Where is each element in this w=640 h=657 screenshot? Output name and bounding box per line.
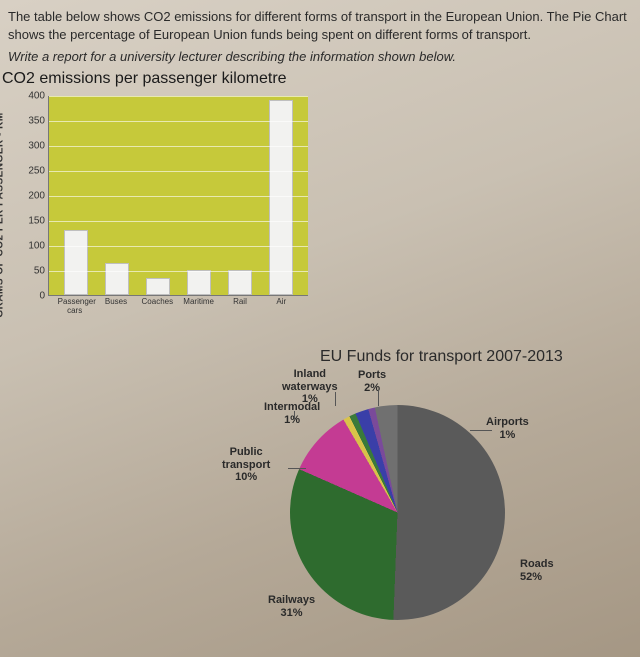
pie-slice-pct: 1% [486, 429, 529, 442]
pie-label: Airports1% [486, 416, 529, 441]
pie-chart [290, 405, 505, 620]
pie-slice-label: Airports [486, 416, 529, 429]
bar-chart-title: CO2 emissions per passenger kilometre [0, 70, 640, 90]
grid-line [49, 246, 308, 247]
bar-plot-area: 050100150200250300350400 [48, 96, 308, 296]
pie-slice-pct: 1% [264, 414, 320, 427]
grid-line [49, 171, 308, 172]
y-tick: 400 [28, 91, 49, 102]
y-tick: 50 [34, 266, 49, 277]
pie-disc [290, 405, 505, 620]
bar-chart: GRAMS OF CO2 PER PASSENGER - KM 05010015… [4, 90, 324, 340]
bar [105, 263, 129, 296]
task-prompt: Write a report for a university lecturer… [0, 45, 640, 70]
pie-slice-label: Inlandwaterways [282, 368, 338, 393]
x-label: Maritime [182, 298, 216, 316]
leader-line [470, 430, 492, 431]
grid-line [49, 146, 308, 147]
intro-text: The table below shows CO2 emissions for … [0, 0, 640, 45]
grid-line [49, 121, 308, 122]
pie-label: Roads52% [520, 558, 554, 583]
pie-slice-pct: 52% [520, 571, 554, 584]
leader-line [288, 468, 306, 469]
pie-slice-label: Publictransport [222, 446, 270, 471]
pie-slice-pct: 31% [268, 607, 315, 620]
grid-line [49, 271, 308, 272]
y-tick: 250 [28, 166, 49, 177]
y-tick: 350 [28, 116, 49, 127]
pie-slice-pct: 10% [222, 471, 270, 484]
y-tick: 100 [28, 241, 49, 252]
pie-slice-label: Railways [268, 594, 315, 607]
leader-line [335, 392, 336, 406]
bar [187, 270, 211, 295]
leader-line [378, 390, 379, 406]
pie-slice-label: Roads [520, 558, 554, 571]
pie-slice-label: Ports [358, 369, 386, 382]
x-label: Coaches [140, 298, 174, 316]
y-axis-label: GRAMS OF CO2 PER PASSENGER - KM [0, 112, 6, 317]
x-label: Buses [99, 298, 133, 316]
pie-label: Railways31% [268, 594, 315, 619]
pie-label: Ports2% [358, 369, 386, 394]
pie-slice-pct: 2% [358, 382, 386, 395]
bar [269, 100, 293, 295]
pie-label: Publictransport10% [222, 446, 270, 484]
pie-label: Inlandwaterways1% [282, 368, 338, 406]
pie-slice-pct: 1% [282, 393, 338, 406]
x-label: Passenger cars [58, 298, 92, 316]
x-label: Rail [223, 298, 257, 316]
x-axis-labels: Passenger cars Buses Coaches Maritime Rail Ai… [48, 298, 308, 316]
grid-line [49, 221, 308, 222]
bar [146, 278, 170, 296]
bar [228, 270, 252, 295]
y-tick: 150 [28, 216, 49, 227]
y-tick: 300 [28, 141, 49, 152]
x-label: Air [264, 298, 298, 316]
grid-line [49, 96, 308, 97]
grid-line [49, 196, 308, 197]
y-tick: 200 [28, 191, 49, 202]
pie-chart-title: EU Funds for transport 2007-2013 [320, 348, 563, 366]
leader-line [294, 411, 295, 419]
bar [64, 230, 88, 295]
